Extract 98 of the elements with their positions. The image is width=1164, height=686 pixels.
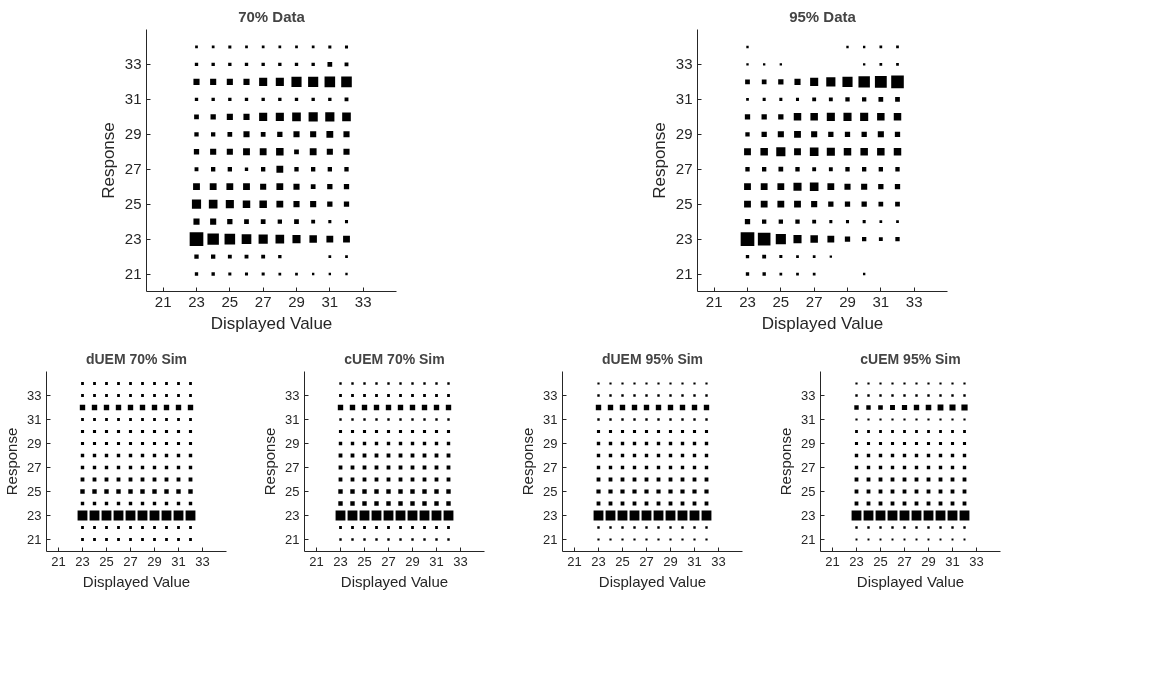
x-axis-title: Displayed Value bbox=[340, 572, 449, 590]
x-tick-label: 25 bbox=[221, 292, 239, 310]
x-tick-label: 23 bbox=[333, 553, 348, 569]
x-axis-title: Displayed Value bbox=[82, 572, 191, 590]
y-axis-title: Response bbox=[3, 427, 21, 496]
x-tick-label: 23 bbox=[75, 553, 90, 569]
x-tick-label: 23 bbox=[739, 292, 756, 310]
x-tick-label: 27 bbox=[381, 553, 396, 569]
x-axis-title: Displayed Value bbox=[761, 313, 884, 333]
y-tick-label: 21 bbox=[285, 532, 300, 547]
x-tick-label: 33 bbox=[711, 553, 726, 569]
y-tick-label: 31 bbox=[124, 90, 142, 108]
y-tick-label: 25 bbox=[285, 484, 300, 499]
x-tick-label: 29 bbox=[839, 292, 856, 310]
y-axis-title: Response bbox=[261, 427, 279, 496]
y-tick-label: 31 bbox=[27, 412, 42, 427]
x-tick-label: 21 bbox=[51, 553, 66, 569]
y-tick-label: 21 bbox=[27, 532, 42, 547]
y-tick-label: 27 bbox=[124, 160, 142, 178]
chart-title: cUEM 95% Sim bbox=[860, 350, 961, 367]
y-axis-title: Response bbox=[649, 122, 669, 199]
x-tick-label: 31 bbox=[321, 292, 339, 310]
x-tick-label: 25 bbox=[615, 553, 630, 569]
x-tick-label: 31 bbox=[429, 553, 444, 569]
y-tick-label: 25 bbox=[27, 484, 42, 499]
x-tick-label: 29 bbox=[663, 553, 678, 569]
y-tick-label: 21 bbox=[543, 532, 558, 547]
y-tick-label: 27 bbox=[27, 460, 42, 475]
x-tick-label: 31 bbox=[945, 553, 960, 569]
y-axis-title: Response bbox=[98, 122, 118, 199]
y-axis-title: Response bbox=[519, 427, 537, 496]
y-tick-label: 33 bbox=[675, 55, 693, 73]
x-axis-title: Displayed Value bbox=[598, 572, 707, 590]
x-tick-label: 29 bbox=[921, 553, 936, 569]
x-tick-label: 25 bbox=[772, 292, 790, 310]
x-axis-title: Displayed Value bbox=[210, 313, 333, 333]
x-tick-label: 21 bbox=[154, 292, 172, 310]
x-tick-label: 27 bbox=[254, 292, 272, 310]
y-tick-label: 29 bbox=[801, 436, 816, 451]
y-tick-label: 27 bbox=[675, 160, 693, 178]
y-tick-label: 33 bbox=[124, 55, 142, 73]
x-tick-label: 33 bbox=[354, 292, 372, 310]
y-tick-label: 21 bbox=[124, 265, 142, 283]
y-tick-label: 31 bbox=[285, 412, 300, 427]
y-axis-title: Response bbox=[777, 427, 795, 496]
x-tick-label: 25 bbox=[873, 553, 888, 569]
y-tick-label: 33 bbox=[543, 388, 558, 403]
y-tick-label: 31 bbox=[543, 412, 558, 427]
y-tick-label: 23 bbox=[124, 230, 142, 248]
y-tick-label: 29 bbox=[124, 125, 142, 143]
y-tick-label: 31 bbox=[801, 412, 816, 427]
chart-title: 70% Data bbox=[238, 7, 306, 25]
y-tick-label: 25 bbox=[543, 484, 558, 499]
x-tick-label: 31 bbox=[171, 553, 186, 569]
y-tick-label: 33 bbox=[285, 388, 300, 403]
y-tick-label: 23 bbox=[675, 230, 693, 248]
y-tick-label: 25 bbox=[124, 195, 142, 213]
x-tick-label: 21 bbox=[309, 553, 324, 569]
y-tick-label: 23 bbox=[27, 508, 42, 523]
x-tick-label: 31 bbox=[872, 292, 890, 310]
y-tick-label: 25 bbox=[675, 195, 693, 213]
x-tick-label: 23 bbox=[849, 553, 864, 569]
y-tick-label: 21 bbox=[675, 265, 693, 283]
x-tick-label: 33 bbox=[969, 553, 984, 569]
y-tick-label: 29 bbox=[675, 125, 693, 143]
y-tick-label: 23 bbox=[543, 508, 558, 523]
x-tick-label: 29 bbox=[147, 553, 162, 569]
x-tick-label: 21 bbox=[567, 553, 582, 569]
chart-title: dUEM 70% Sim bbox=[85, 350, 188, 367]
y-tick-label: 25 bbox=[801, 484, 816, 499]
y-tick-label: 27 bbox=[801, 460, 816, 475]
y-tick-label: 29 bbox=[27, 436, 42, 451]
y-tick-label: 23 bbox=[285, 508, 300, 523]
y-tick-label: 27 bbox=[543, 460, 558, 475]
x-tick-label: 23 bbox=[591, 553, 606, 569]
y-tick-label: 27 bbox=[285, 460, 300, 475]
y-tick-label: 29 bbox=[543, 436, 558, 451]
chart-title: cUEM 70% Sim bbox=[344, 350, 445, 367]
y-tick-label: 31 bbox=[675, 90, 693, 108]
y-tick-label: 33 bbox=[801, 388, 816, 403]
chart-title: 95% Data bbox=[789, 7, 857, 25]
x-tick-label: 33 bbox=[453, 553, 468, 569]
x-axis-title: Displayed Value bbox=[856, 572, 965, 590]
x-tick-label: 25 bbox=[357, 553, 372, 569]
x-tick-label: 27 bbox=[639, 553, 654, 569]
x-tick-label: 27 bbox=[897, 553, 912, 569]
x-tick-label: 21 bbox=[705, 292, 723, 310]
x-tick-label: 33 bbox=[905, 292, 923, 310]
y-tick-label: 21 bbox=[801, 532, 816, 547]
x-tick-label: 25 bbox=[99, 553, 114, 569]
y-tick-label: 29 bbox=[285, 436, 300, 451]
x-tick-label: 33 bbox=[195, 553, 210, 569]
chart-title: dUEM 95% Sim bbox=[601, 350, 704, 367]
x-tick-label: 21 bbox=[825, 553, 840, 569]
y-tick-label: 23 bbox=[801, 508, 816, 523]
x-tick-label: 23 bbox=[188, 292, 205, 310]
x-tick-label: 29 bbox=[405, 553, 420, 569]
y-tick-label: 33 bbox=[27, 388, 42, 403]
